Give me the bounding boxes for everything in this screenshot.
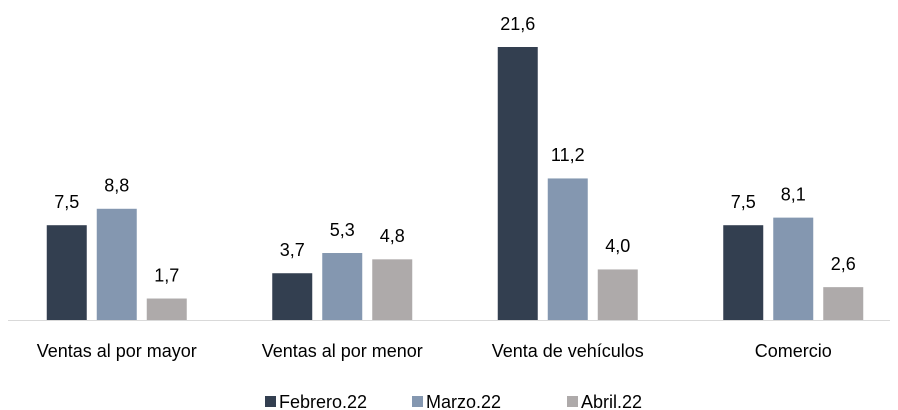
x-tick-label: Ventas al por menor	[262, 341, 423, 361]
data-label: 21,6	[500, 14, 535, 34]
bar	[723, 225, 764, 320]
legend-label: Abril.22	[581, 392, 642, 410]
data-label: 8,8	[104, 176, 129, 196]
bar	[272, 273, 313, 320]
bar	[497, 47, 538, 320]
bar	[322, 253, 363, 320]
data-label: 3,7	[280, 240, 305, 260]
data-label: 7,5	[54, 192, 79, 212]
bar	[823, 287, 864, 320]
legend-swatch	[567, 396, 578, 407]
legend-label: Febrero.22	[279, 392, 367, 410]
x-tick-label: Comercio	[755, 341, 832, 361]
bar	[146, 298, 187, 320]
data-label: 8,1	[781, 184, 806, 204]
data-label: 4,0	[605, 236, 630, 256]
bar	[773, 217, 814, 320]
data-label: 5,3	[330, 220, 355, 240]
data-label: 4,8	[380, 226, 405, 246]
bar	[96, 208, 137, 320]
data-label: 7,5	[731, 192, 756, 212]
bar	[372, 259, 413, 320]
data-label: 2,6	[831, 254, 856, 274]
bar	[597, 269, 638, 320]
bar	[547, 178, 588, 320]
legend-swatch	[265, 396, 276, 407]
legend-label: Marzo.22	[426, 392, 501, 410]
legend-swatch	[412, 396, 423, 407]
bar	[46, 225, 87, 320]
data-label: 1,7	[154, 265, 179, 285]
x-tick-label: Venta de vehículos	[492, 341, 644, 361]
data-label: 11,2	[551, 145, 585, 165]
x-tick-label: Ventas al por mayor	[37, 341, 197, 361]
